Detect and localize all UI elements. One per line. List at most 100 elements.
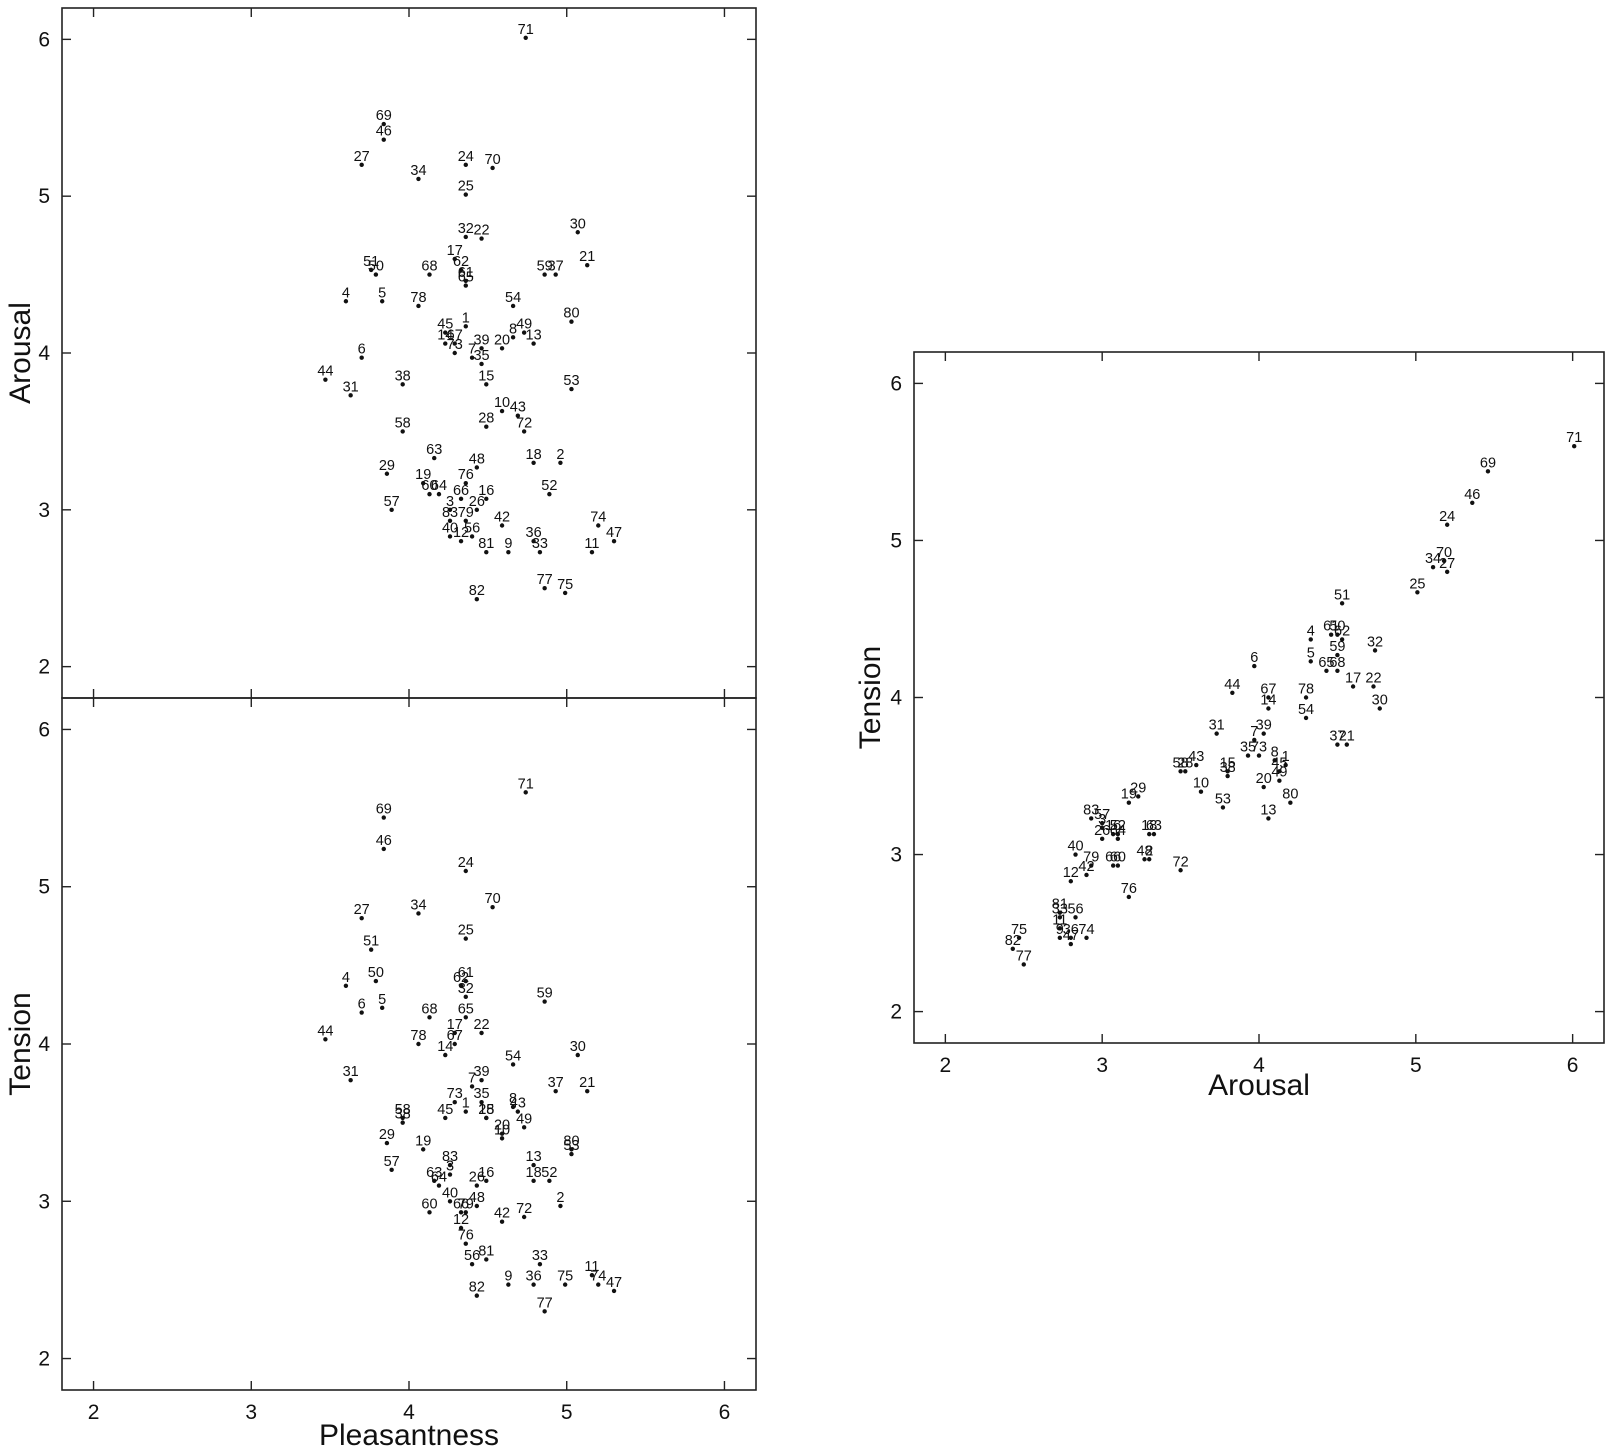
point-label: 83 — [442, 505, 458, 521]
point-label: 11 — [584, 536, 599, 552]
data-point — [1021, 962, 1026, 967]
data-point — [506, 1282, 511, 1287]
data-point — [469, 534, 475, 539]
point-label: 61 — [458, 965, 474, 981]
data-point — [1308, 659, 1313, 664]
data-point — [1339, 637, 1345, 642]
point-label: 44 — [317, 1023, 333, 1039]
point-label: 34 — [410, 163, 426, 179]
point-label: 77 — [537, 1295, 553, 1311]
data-point — [463, 1015, 468, 1020]
data-point — [1266, 816, 1271, 821]
data-point — [521, 429, 527, 434]
point-label: 6 — [358, 997, 366, 1013]
data-point — [499, 346, 505, 351]
point-label: 9 — [504, 536, 512, 552]
data-point — [1371, 684, 1376, 689]
data-point — [542, 999, 547, 1004]
data-point — [1485, 469, 1491, 474]
data-point — [474, 507, 480, 513]
x-tick-label: 3 — [1096, 1054, 1108, 1077]
point-label: 21 — [579, 249, 595, 265]
x-tick-label: 3 — [245, 1401, 257, 1424]
point-label: 68 — [421, 259, 437, 275]
point-label: 64 — [431, 1170, 447, 1186]
data-point — [463, 936, 468, 941]
data-point — [443, 1115, 448, 1121]
data-point — [447, 518, 453, 523]
plot-frame — [61, 7, 757, 699]
point-label: 77 — [1016, 948, 1032, 964]
point-label: 22 — [1365, 671, 1381, 687]
point-label: 2 — [1145, 843, 1153, 859]
data-point — [463, 994, 468, 1000]
data-point — [1010, 946, 1015, 951]
point-label: 13 — [1260, 802, 1276, 818]
data-point — [1057, 915, 1063, 920]
data-point — [452, 350, 457, 356]
data-point — [400, 429, 405, 434]
data-point — [1126, 894, 1132, 900]
point-label: 82 — [469, 583, 485, 599]
y-tick-label: 6 — [38, 28, 50, 51]
point-label: 24 — [458, 149, 474, 165]
point-label: 81 — [478, 536, 494, 552]
point-label: 15 — [478, 1102, 494, 1118]
data-point — [400, 1115, 405, 1121]
point-label: 9 — [1056, 922, 1064, 938]
data-point — [420, 1147, 426, 1152]
point-label: 58 — [1173, 755, 1189, 771]
data-point — [323, 1037, 328, 1042]
data-point — [373, 978, 379, 984]
data-point — [499, 1136, 505, 1141]
x-tick-label: 4 — [1253, 1054, 1265, 1077]
data-point — [474, 465, 480, 470]
point-label: 2 — [556, 1190, 564, 1206]
point-label: 18 — [526, 1165, 542, 1181]
point-label: 12 — [1063, 865, 1079, 881]
data-point — [458, 496, 464, 502]
data-point — [432, 1178, 437, 1184]
data-point — [1084, 935, 1089, 940]
data-point — [427, 491, 432, 497]
data-point — [452, 256, 457, 262]
data-point — [348, 393, 353, 398]
point-label: 10 — [1193, 776, 1209, 792]
data-point — [463, 1109, 468, 1114]
data-point — [506, 549, 511, 555]
data-point — [463, 518, 468, 523]
data-point — [379, 299, 385, 304]
data-point — [490, 904, 495, 910]
point-label: 60 — [421, 478, 437, 494]
data-point — [1344, 742, 1350, 747]
data-point — [1089, 816, 1094, 821]
data-point — [1068, 879, 1074, 884]
point-label: 49 — [516, 1111, 532, 1127]
point-label: 34 — [410, 897, 426, 913]
point-label: 14 — [437, 1039, 453, 1055]
point-label: 15 — [478, 368, 494, 384]
x-tick-label: 4 — [403, 1401, 415, 1424]
data-point — [484, 1115, 489, 1121]
point-label: 49 — [516, 317, 532, 333]
data-point — [1099, 825, 1105, 831]
data-point — [389, 1167, 394, 1173]
point-label: 13 — [526, 328, 542, 344]
point-label: 78 — [410, 1028, 426, 1044]
x-tick-label: 6 — [1567, 1054, 1579, 1077]
data-point — [1115, 836, 1121, 842]
point-label: 31 — [343, 1064, 359, 1080]
point-label: 4 — [342, 285, 350, 301]
point-label: 37 — [1329, 729, 1345, 745]
point-label: 25 — [1409, 576, 1425, 592]
data-point — [479, 346, 484, 351]
data-point — [1303, 715, 1309, 721]
data-point — [1073, 852, 1078, 857]
point-label: 31 — [343, 379, 359, 395]
point-label: 61 — [1323, 619, 1339, 635]
point-label: 11 — [584, 1259, 599, 1275]
point-label: 27 — [1439, 556, 1455, 572]
data-point — [499, 1131, 505, 1136]
y-axis-title: Arousal — [4, 302, 37, 404]
point-label: 79 — [458, 1196, 474, 1212]
